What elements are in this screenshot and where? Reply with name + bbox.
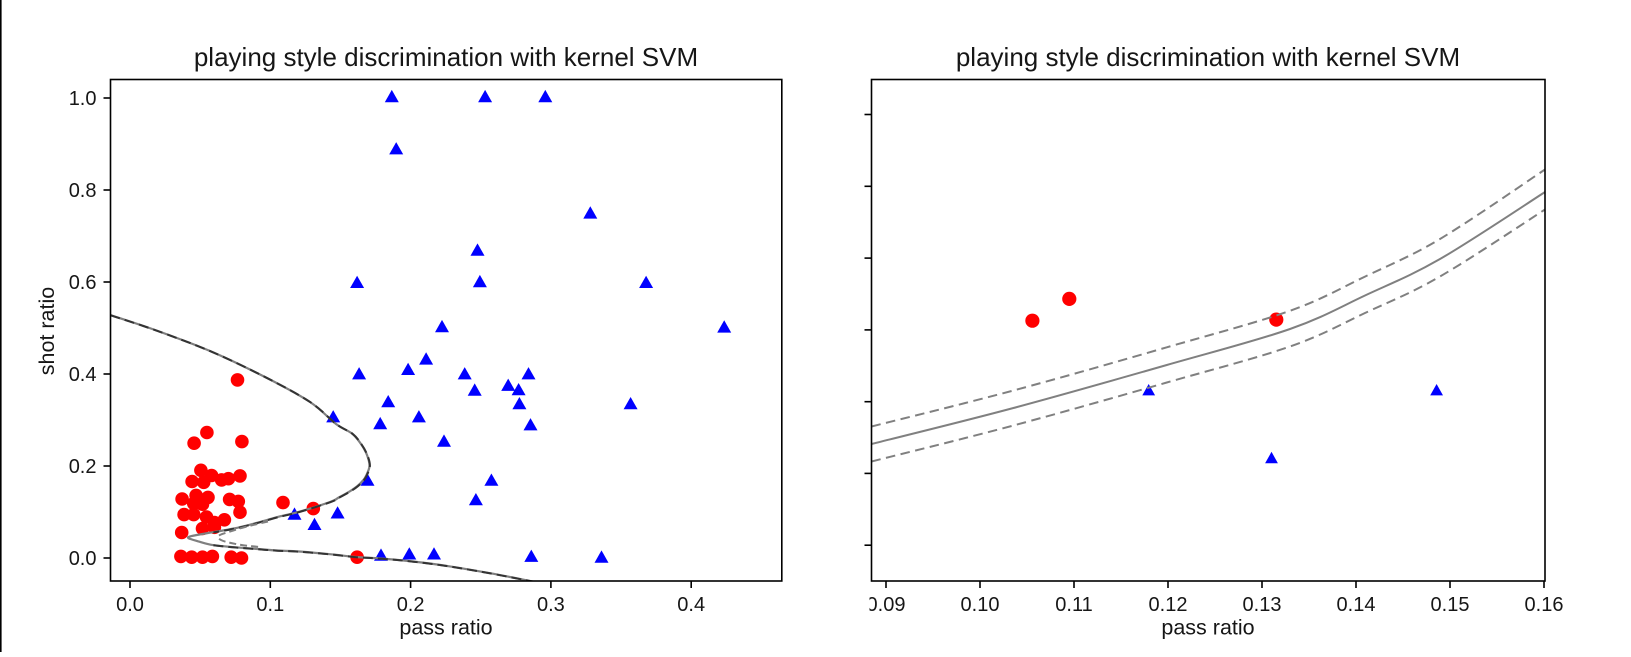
svg-text:0.16: 0.16	[1525, 594, 1564, 616]
svg-text:shot ratio: shot ratio	[35, 287, 59, 375]
svg-text:0.11: 0.11	[1055, 594, 1092, 616]
svg-text:0.0: 0.0	[116, 594, 144, 616]
svg-text:0.2: 0.2	[397, 594, 425, 616]
svg-text:0.2: 0.2	[69, 456, 97, 478]
svg-text:0.3: 0.3	[537, 594, 565, 616]
svg-text:0.09: 0.09	[867, 594, 906, 616]
svg-text:playing style discrimination w: playing style discrimination with kernel…	[194, 42, 698, 72]
svg-text:0.15: 0.15	[1431, 594, 1470, 616]
svg-text:pass ratio: pass ratio	[399, 616, 492, 640]
svg-text:0.13: 0.13	[1243, 594, 1282, 616]
svg-text:0.4: 0.4	[69, 364, 97, 386]
svg-text:0.0: 0.0	[69, 548, 97, 570]
svg-text:0.10: 0.10	[961, 594, 1000, 616]
svg-text:0.4: 0.4	[677, 594, 705, 616]
svg-text:1.0: 1.0	[69, 88, 97, 110]
svg-text:0.8: 0.8	[69, 180, 97, 202]
svg-text:0.1: 0.1	[256, 594, 284, 616]
svg-text:0.14: 0.14	[1337, 594, 1376, 616]
svg-text:0.6: 0.6	[69, 272, 97, 294]
svg-text:0.12: 0.12	[1149, 594, 1188, 616]
svg-text:pass ratio: pass ratio	[1161, 616, 1254, 640]
svg-text:playing style discrimination w: playing style discrimination with kernel…	[956, 42, 1460, 72]
